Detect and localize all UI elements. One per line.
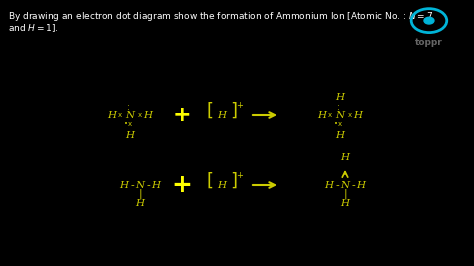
Text: H: H — [144, 110, 153, 119]
Text: H: H — [136, 198, 145, 207]
Text: H: H — [318, 110, 327, 119]
Text: H: H — [218, 110, 227, 119]
Text: ]: ] — [230, 172, 237, 190]
Text: +: + — [172, 173, 192, 197]
Text: H: H — [126, 131, 135, 139]
Text: N: N — [126, 110, 135, 119]
Text: x: x — [328, 112, 332, 118]
Text: x: x — [138, 112, 142, 118]
Text: H: H — [325, 181, 334, 189]
Text: ]: ] — [230, 102, 237, 120]
Text: N: N — [336, 110, 345, 119]
Text: H: H — [218, 181, 227, 189]
Text: -: - — [146, 180, 150, 190]
Text: •x: •x — [124, 121, 132, 127]
Text: -: - — [130, 180, 134, 190]
Text: +: + — [173, 105, 191, 125]
Text: By drawing an electron dot diagram show the formation of Ammonium Ion [Atomic No: By drawing an electron dot diagram show … — [8, 10, 433, 23]
Text: H: H — [340, 198, 349, 207]
Text: :: : — [341, 174, 343, 184]
Text: |: | — [138, 189, 142, 199]
Text: :: : — [337, 102, 339, 111]
Text: [: [ — [207, 102, 213, 120]
Text: H: H — [108, 110, 117, 119]
Text: H: H — [336, 131, 345, 139]
Text: |: | — [343, 189, 347, 199]
Text: N: N — [136, 181, 145, 189]
Text: -: - — [351, 180, 355, 190]
Text: +: + — [237, 171, 244, 180]
Text: -: - — [335, 180, 339, 190]
Text: x: x — [348, 112, 352, 118]
Text: +: + — [237, 101, 244, 110]
Text: and $H = 1$].: and $H = 1$]. — [8, 22, 59, 34]
Text: H: H — [354, 110, 363, 119]
Text: H: H — [340, 152, 349, 161]
Text: :: : — [127, 103, 129, 113]
Text: H: H — [356, 181, 365, 189]
Circle shape — [424, 17, 434, 24]
Text: toppr: toppr — [415, 38, 443, 47]
Text: x: x — [118, 112, 122, 118]
Text: •x: •x — [334, 121, 342, 127]
Text: [: [ — [207, 172, 213, 190]
Text: H: H — [152, 181, 161, 189]
Text: H: H — [119, 181, 128, 189]
Text: N: N — [340, 181, 349, 189]
Text: H: H — [336, 93, 345, 102]
